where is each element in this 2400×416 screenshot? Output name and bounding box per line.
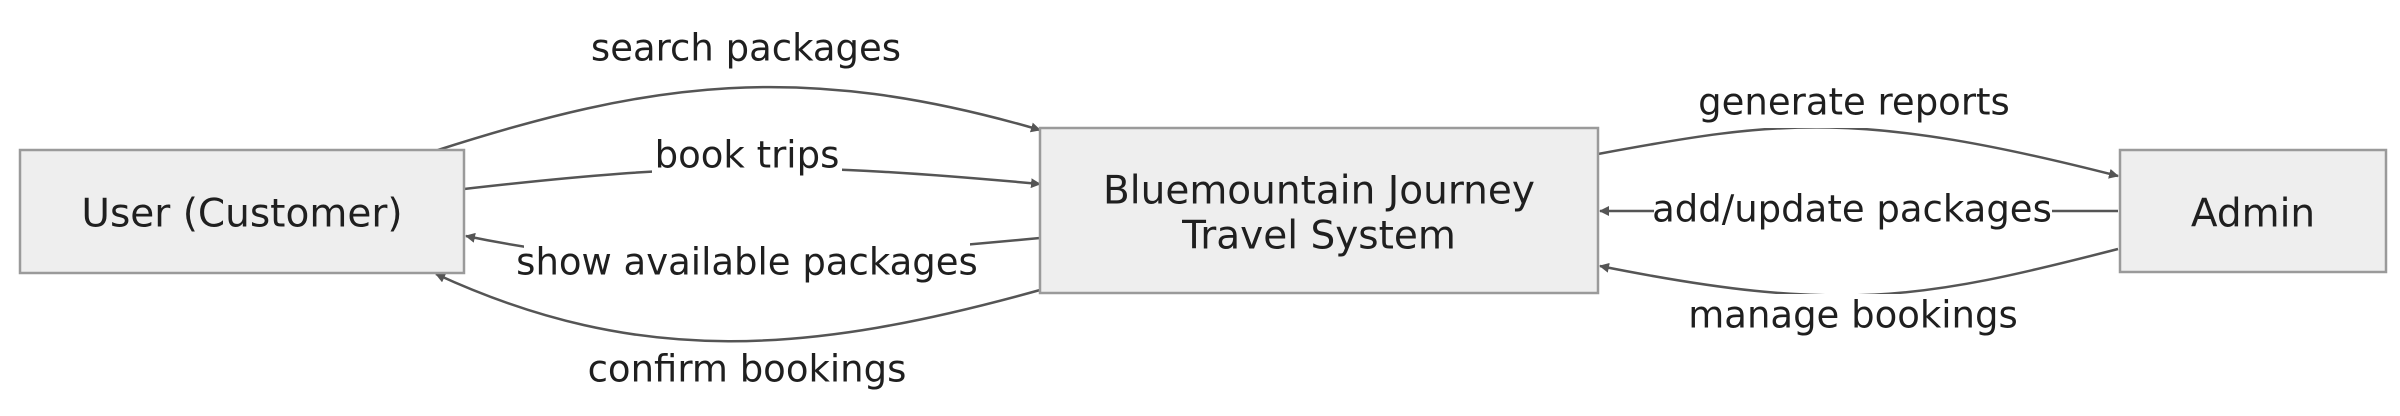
edge-label-confirm-bookings: confirm bookings xyxy=(588,348,907,391)
node-user-label: User (Customer) xyxy=(81,192,402,237)
node-user-box xyxy=(18,148,466,275)
node-admin-box xyxy=(2118,148,2388,274)
edge-label-manage-bookings: manage bookings xyxy=(1688,294,2018,337)
edge-confirm-bookings xyxy=(435,272,1041,343)
node-admin-label: Admin xyxy=(2191,192,2315,237)
edge-label-show-available-packages: show available packages xyxy=(516,241,978,284)
edge-manage-bookings xyxy=(1599,247,2119,297)
edge-generate-reports xyxy=(1597,126,2119,179)
edge-label-generate-reports: generate reports xyxy=(1698,81,2010,124)
node-system-label-line2: Travel System xyxy=(1181,214,1456,259)
edge-label-search-packages: search packages xyxy=(591,27,901,70)
node-system-label: Bluemountain Journey xyxy=(1103,169,1535,214)
edge-search-packages xyxy=(437,85,1041,152)
edge-label-book-trips: book trips xyxy=(655,134,840,177)
node-system-box xyxy=(1038,126,1600,295)
edge-label-add-update-packages: add/update packages xyxy=(1652,188,2052,231)
